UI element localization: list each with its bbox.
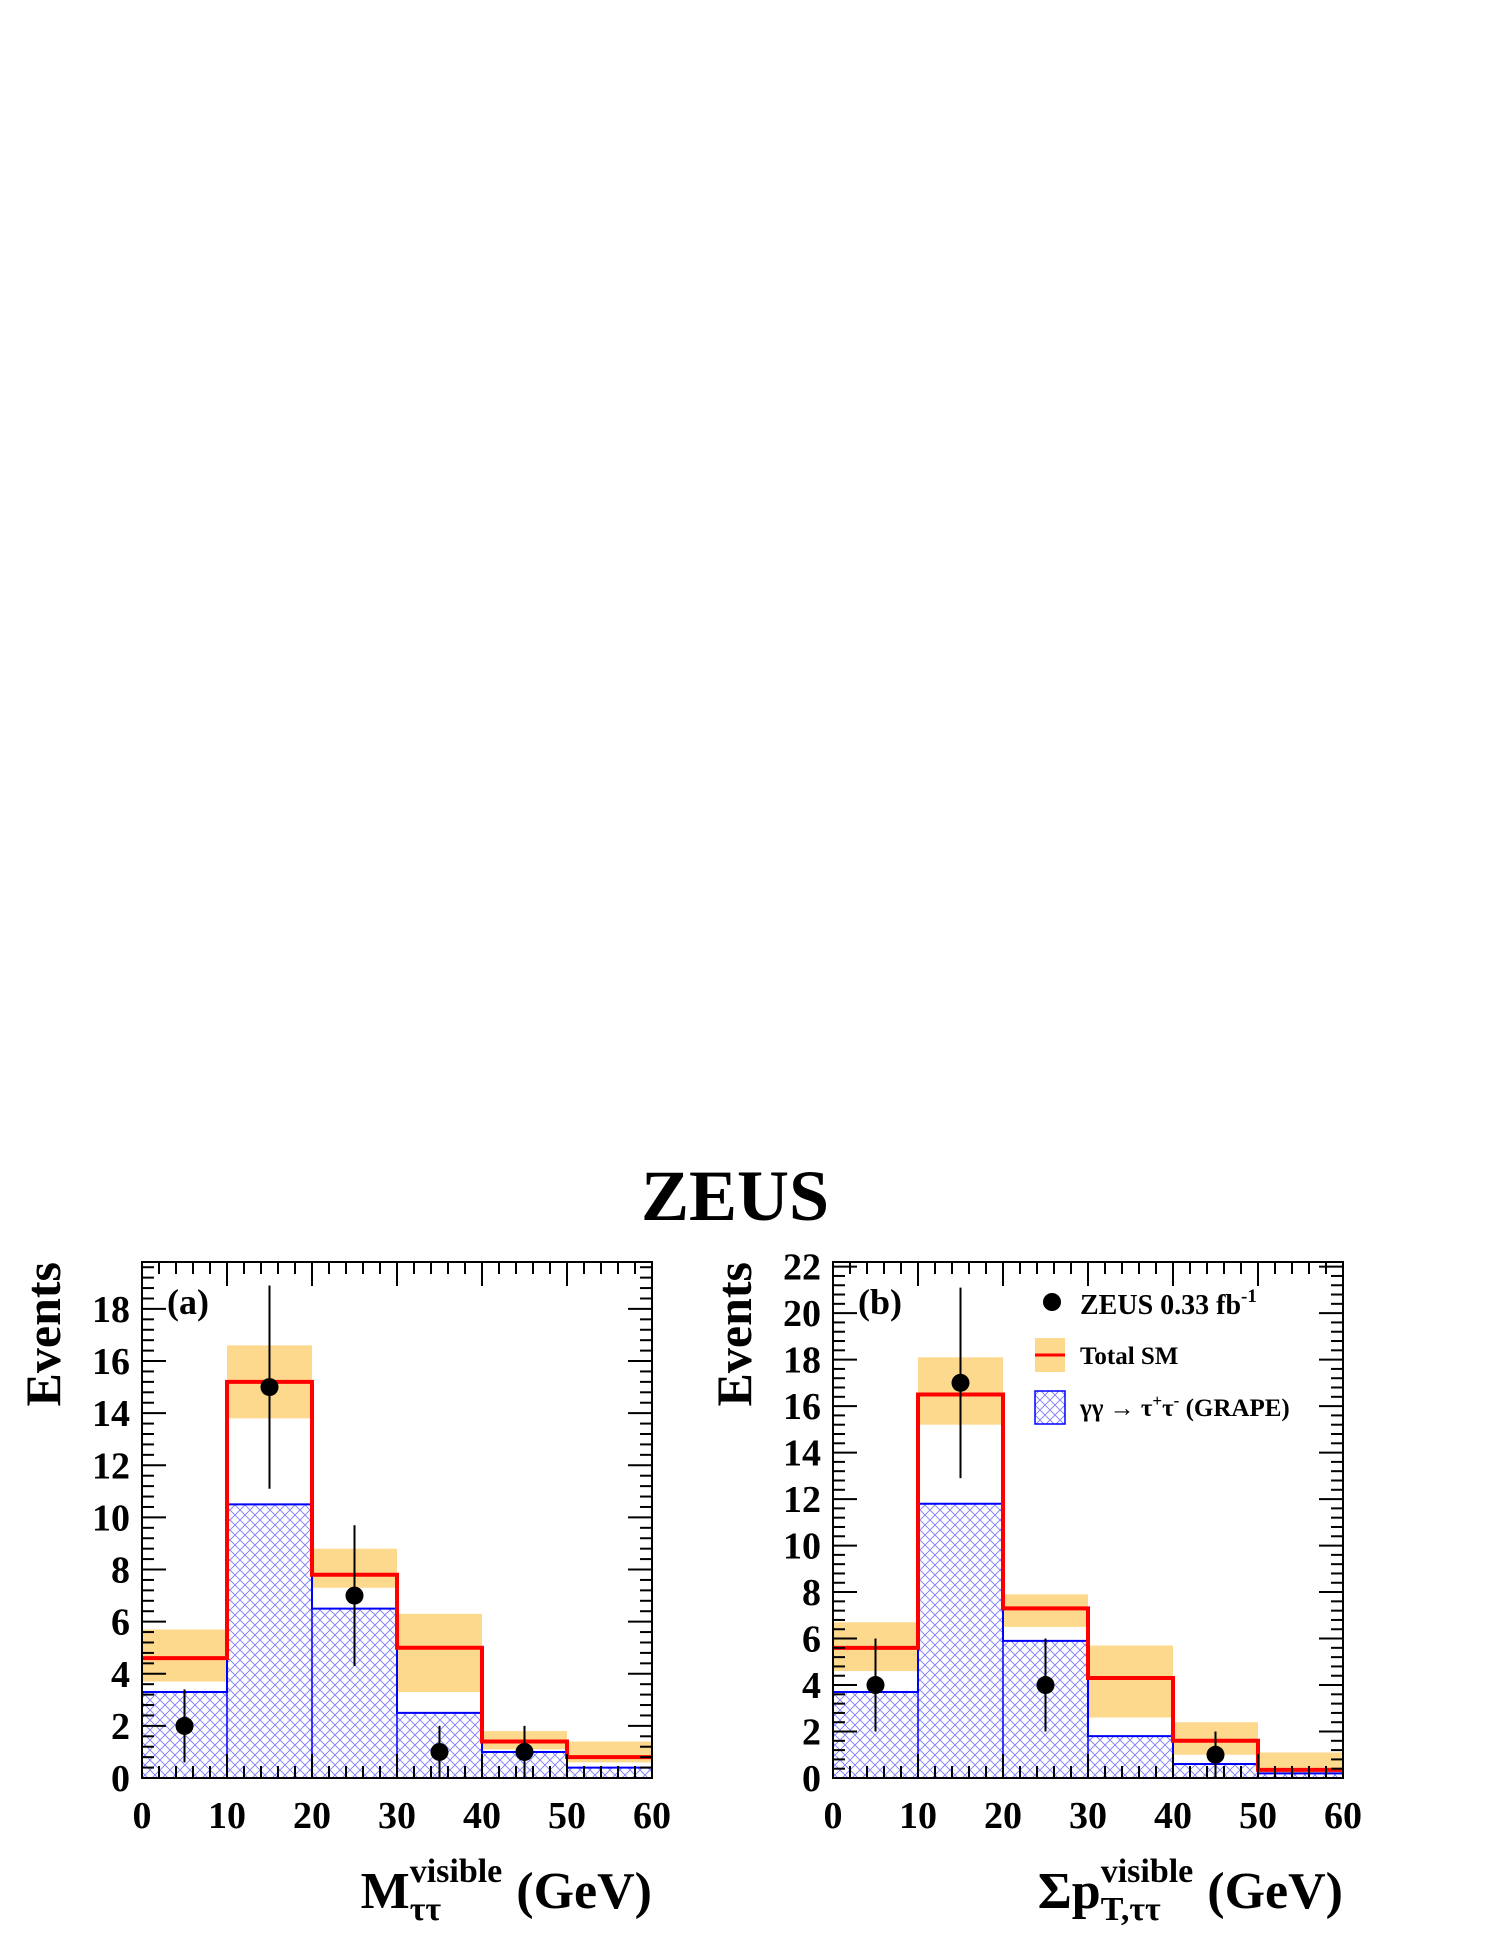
- data-point: [1206, 1745, 1225, 1764]
- x-tick-label: 30: [378, 1795, 416, 1837]
- grape-bin: [1088, 1736, 1173, 1778]
- plot-area-a: [142, 1285, 652, 1778]
- legend-data-main: ZEUS 0.33 fb: [1080, 1290, 1241, 1321]
- y-axis-label-b: Events: [706, 1262, 762, 1406]
- sm-band-bin: [567, 1741, 652, 1763]
- y-tick-label: 10: [783, 1526, 821, 1568]
- data-point: [175, 1716, 194, 1735]
- y-tick-label: 22: [783, 1247, 821, 1289]
- data-point: [515, 1742, 534, 1761]
- x-axis-label-a: Mvisible ττ (GeV): [361, 1853, 652, 1928]
- panel-label-b: (b): [858, 1282, 902, 1322]
- x-axis-label-unit-a: (GeV): [516, 1863, 652, 1920]
- x-tick-label: 40: [1154, 1795, 1192, 1837]
- legend-data-sup: -1: [1241, 1286, 1257, 1307]
- data-point: [951, 1373, 970, 1392]
- data-point: [1036, 1676, 1055, 1695]
- x-axis-label-b: Σpvisible T,ττ (GeV): [1038, 1853, 1343, 1928]
- sm-band-bin: [397, 1613, 482, 1692]
- x-axis-label-main-b: Σp: [1038, 1863, 1101, 1920]
- legend-grape-suffix: (GRAPE): [1179, 1395, 1289, 1422]
- y-tick-label: 18: [92, 1289, 130, 1331]
- legend-sm-label: Total SM: [1080, 1343, 1178, 1370]
- data-point: [430, 1742, 449, 1761]
- x-tick-label: 50: [1239, 1795, 1277, 1837]
- y-tick-label: 6: [802, 1619, 821, 1661]
- x-tick-label: 60: [1324, 1795, 1362, 1837]
- x-tick-label: 10: [899, 1795, 937, 1837]
- grape-bin: [227, 1504, 312, 1778]
- legend-grape-sup1: +: [1152, 1391, 1162, 1410]
- x-tick-label: 50: [548, 1795, 586, 1837]
- y-tick-label: 4: [802, 1665, 821, 1707]
- ticks-a: 0 10 20 30 40 50 60 0 2 4 6 8 10 12 14 16 18: [92, 1262, 671, 1837]
- x-tick-label: 20: [984, 1795, 1022, 1837]
- y-tick-label: 6: [111, 1602, 130, 1644]
- x-axis-label-sub-b: T,ττ: [1101, 1891, 1161, 1928]
- y-tick-label: 8: [802, 1572, 821, 1614]
- x-axis-label-sub-a: ττ: [410, 1891, 442, 1928]
- x-tick-label: 30: [1069, 1795, 1107, 1837]
- x-tick-label: 60: [633, 1795, 671, 1837]
- data-point: [260, 1378, 279, 1397]
- legend-data-marker: [1043, 1293, 1061, 1311]
- grape-bin: [1258, 1773, 1343, 1778]
- x-axis-label-main-a: M: [361, 1863, 410, 1920]
- grape-bin: [918, 1503, 1003, 1778]
- x-axis-label-sup-a: visible: [410, 1853, 503, 1890]
- y-tick-label: 16: [92, 1341, 130, 1383]
- y-tick-label: 0: [802, 1758, 821, 1800]
- y-tick-label: 14: [783, 1433, 821, 1475]
- legend-grape-prefix: γγ → τ: [1079, 1395, 1153, 1422]
- panel-label-a: (a): [167, 1282, 209, 1322]
- y-tick-label: 14: [92, 1393, 130, 1435]
- y-tick-label: 10: [92, 1497, 130, 1539]
- x-tick-label: 0: [133, 1795, 152, 1837]
- y-axis-label-a: Events: [15, 1262, 71, 1406]
- data-point: [345, 1586, 364, 1605]
- data-point: [866, 1676, 885, 1695]
- y-tick-label: 0: [111, 1758, 130, 1800]
- legend-grape-mid: τ: [1162, 1395, 1174, 1422]
- y-tick-label: 16: [783, 1386, 821, 1428]
- x-tick-label: 20: [293, 1795, 331, 1837]
- x-axis-label-sup-b: visible: [1101, 1853, 1194, 1890]
- y-tick-label: 18: [783, 1340, 821, 1382]
- x-tick-label: 40: [463, 1795, 501, 1837]
- sm-band-bin: [1003, 1594, 1088, 1627]
- y-tick-label: 2: [111, 1706, 130, 1748]
- legend-grape-label: γγ → τ+τ- (GRAPE): [1079, 1391, 1290, 1422]
- y-tick-label: 12: [92, 1445, 130, 1487]
- legend-grape-swatch: [1034, 1390, 1066, 1425]
- legend-grape-sup2: -: [1174, 1391, 1180, 1410]
- figure-title: ZEUS: [641, 1156, 829, 1236]
- y-tick-label: 8: [111, 1550, 130, 1592]
- legend-data-label: ZEUS 0.33 fb-1: [1080, 1286, 1257, 1321]
- grape-bin: [567, 1767, 652, 1778]
- y-tick-label: 20: [783, 1293, 821, 1335]
- x-tick-label: 0: [824, 1795, 843, 1837]
- y-tick-label: 12: [783, 1479, 821, 1521]
- x-axis-label-unit-b: (GeV): [1207, 1863, 1343, 1920]
- sm-band-bin: [1088, 1645, 1173, 1718]
- plot-area-b: [833, 1287, 1343, 1778]
- legend: ZEUS 0.33 fb-1 Total SM γγ → τ+τ- (GRAPE…: [1034, 1286, 1290, 1425]
- y-tick-label: 2: [802, 1712, 821, 1754]
- y-tick-label: 4: [111, 1654, 130, 1696]
- x-tick-label: 10: [208, 1795, 246, 1837]
